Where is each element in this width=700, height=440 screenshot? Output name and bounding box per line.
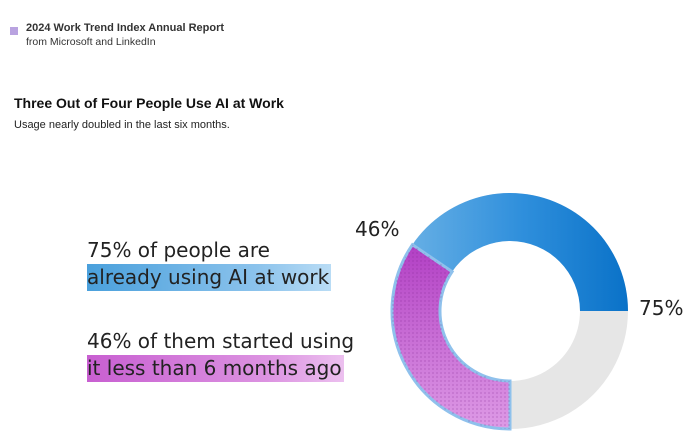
- callout-usage: 75% of people are already using AI at wo…: [87, 237, 332, 291]
- chart-title: Three Out of Four People Use AI at Work: [14, 95, 284, 111]
- donut-segment-recent-dots: [391, 244, 510, 429]
- callout-recent-highlight: it less than 6 months ago: [87, 355, 344, 382]
- report-title: 2024 Work Trend Index Annual Report: [26, 22, 225, 34]
- report-marker-square: [10, 27, 18, 35]
- callout-recent-line1: 46% of them started using: [87, 329, 355, 353]
- label-usage-percent: 75%: [639, 296, 683, 320]
- callout-usage-line1: 75% of people are: [87, 238, 270, 262]
- callout-recent: 46% of them started using it less than 6…: [87, 328, 354, 382]
- label-recent-percent: 46%: [355, 217, 399, 241]
- callout-usage-highlight: already using AI at work: [87, 264, 332, 291]
- chart-subtitle: Usage nearly doubled in the last six mon…: [14, 119, 230, 131]
- report-source: from Microsoft and LinkedIn: [26, 36, 156, 48]
